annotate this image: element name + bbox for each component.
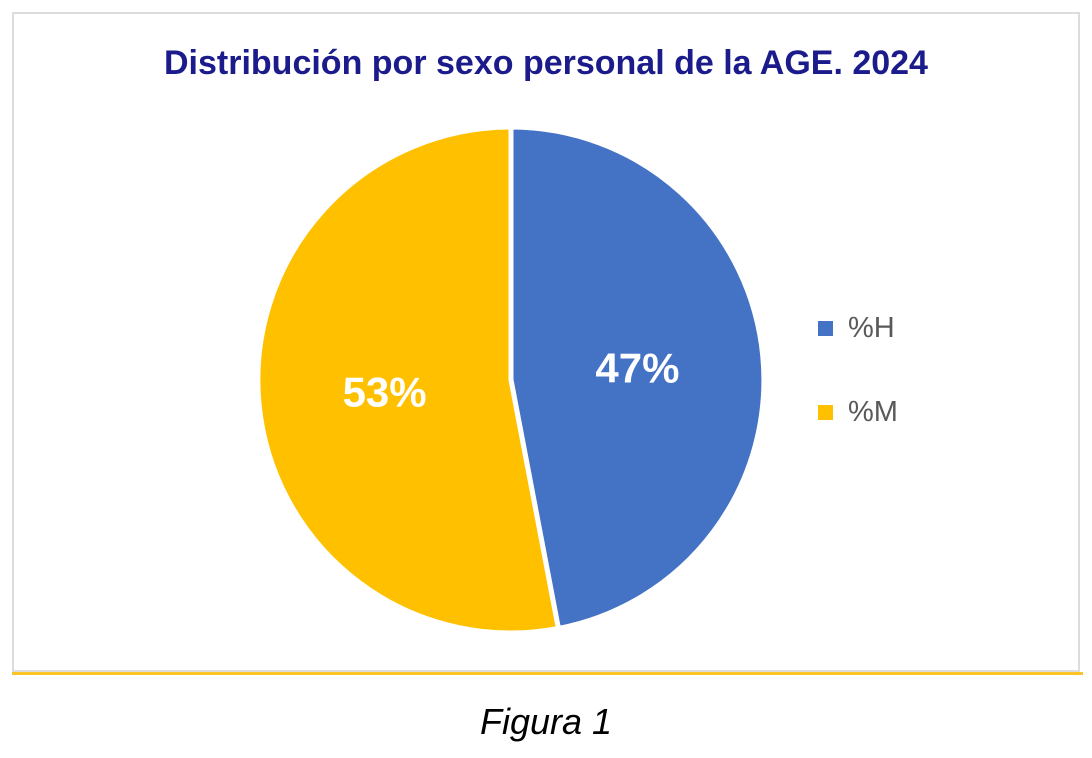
figure-caption: Figura 1 (479, 701, 613, 742)
pie-data-label-1: 53% (343, 369, 427, 416)
legend-item-h: %H (818, 310, 898, 346)
pie-slice-0 (508, 124, 767, 631)
legend: %H %M (818, 310, 898, 430)
legend-swatch-h-icon (818, 320, 833, 336)
legend-label-h: %H (848, 311, 895, 344)
legend-swatch-m-icon (818, 404, 833, 420)
chart-figure: Distribución por sexo personal de la AGE… (12, 12, 1080, 672)
pie-chart: 47% 53% (255, 124, 767, 636)
legend-label-m: %M (848, 395, 898, 428)
gold-accent-line (12, 672, 1083, 675)
legend-item-m: %M (818, 394, 898, 430)
pie-slice-1 (255, 124, 561, 636)
pie-data-label-0: 47% (595, 345, 679, 392)
chart-title: Distribución por sexo personal de la AGE… (164, 44, 928, 82)
